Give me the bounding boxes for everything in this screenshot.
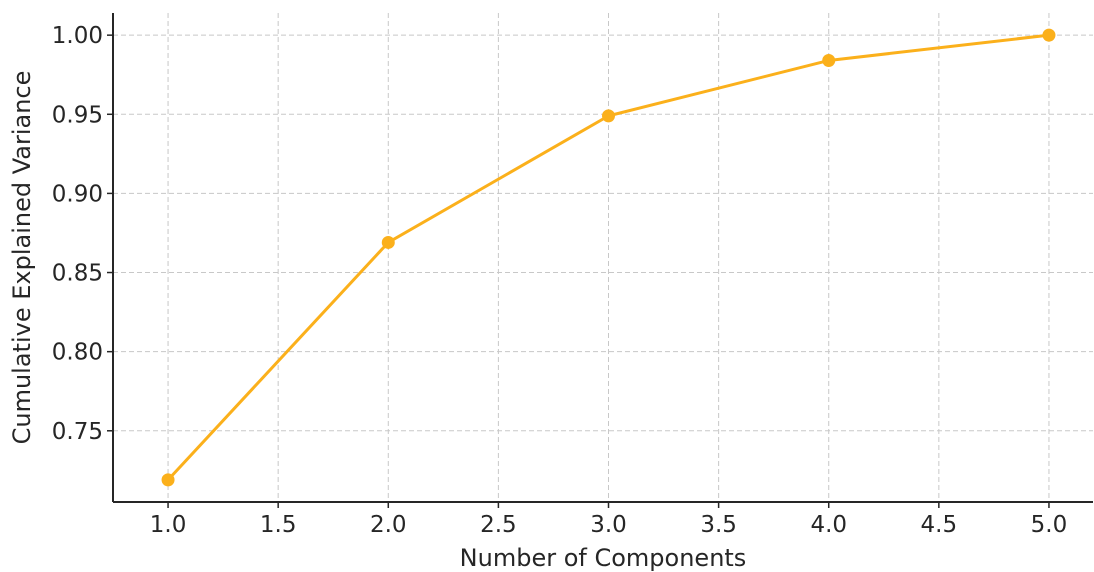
data-point (602, 109, 616, 123)
axes (112, 13, 1093, 503)
x-tick-label: 4.0 (810, 512, 847, 538)
ticks: 1.0 1.5 2.0 2.5 3.0 3.5 4.0 4.5 5.0 0.75 0.80 0.85 0… (52, 23, 1067, 538)
x-tick-label: 5.0 (1031, 512, 1068, 538)
y-tick-label: 0.95 (52, 102, 103, 128)
grid (113, 13, 1093, 502)
x-axis-label: Number of Components (460, 544, 747, 572)
y-tick-label: 0.85 (52, 261, 103, 287)
y-tick-label: 1.00 (52, 23, 103, 49)
x-tick-label: 1.0 (150, 512, 187, 538)
series (161, 28, 1056, 487)
y-tick-label: 0.80 (52, 340, 103, 366)
x-tick-label: 4.5 (921, 512, 958, 538)
x-tick-label: 3.0 (590, 512, 627, 538)
data-point (822, 53, 836, 67)
x-tick-label: 2.0 (370, 512, 407, 538)
data-point (381, 235, 395, 249)
x-tick-label: 2.5 (480, 512, 517, 538)
x-tick-label: 1.5 (260, 512, 297, 538)
y-axis-label: Cumulative Explained Variance (8, 71, 36, 445)
y-tick-label: 0.75 (52, 419, 103, 445)
y-tick-label: 0.90 (52, 181, 103, 207)
data-point (161, 473, 175, 487)
x-tick-label: 3.5 (700, 512, 737, 538)
data-point (1042, 28, 1056, 42)
